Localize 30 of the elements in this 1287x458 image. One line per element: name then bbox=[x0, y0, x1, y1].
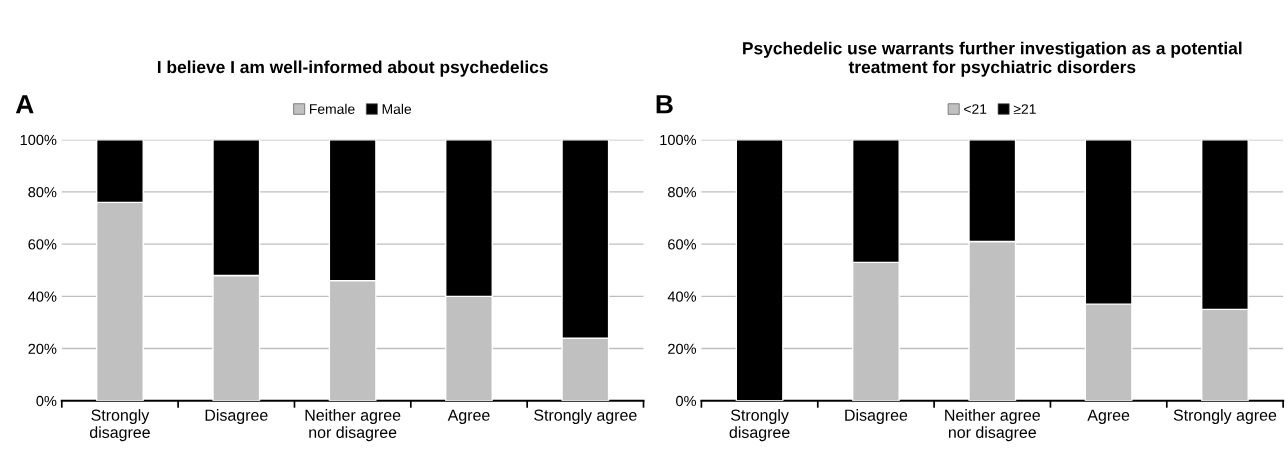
x-tick-label: Agree bbox=[447, 409, 490, 424]
y-tick-label: 80% bbox=[28, 187, 57, 198]
x-tick-label: Strongly disagree bbox=[89, 409, 150, 442]
x-tick-label: Disagree bbox=[845, 409, 908, 424]
y-tick-label: 40% bbox=[28, 291, 57, 302]
legend-label: Female bbox=[310, 103, 355, 114]
text: B bbox=[656, 95, 673, 114]
x-tick-label: Disagree bbox=[205, 409, 268, 424]
y-tick-label: 20% bbox=[28, 343, 57, 354]
y-tick-label: 100% bbox=[660, 134, 697, 146]
x-tick-label: Strongly agree bbox=[1173, 409, 1277, 424]
y-tick-label: 80% bbox=[668, 187, 697, 198]
chart-title: Psychedelic use warrants further investigation as a potential treatment for psychiatric disorders bbox=[743, 41, 1242, 77]
y-tick-label: 60% bbox=[668, 239, 697, 250]
x-tick-label: Neither agree nor disagree bbox=[945, 409, 1040, 442]
y-tick-label: 60% bbox=[28, 239, 57, 250]
x-tick-label: Strongly disagree bbox=[729, 409, 790, 442]
x-tick-label: Neither agree nor disagree bbox=[305, 409, 401, 442]
y-tick-label: 20% bbox=[668, 343, 697, 354]
y-tick-label: 0% bbox=[36, 395, 57, 407]
y-tick-label: 0% bbox=[676, 395, 697, 407]
y-tick-label: 40% bbox=[667, 291, 697, 302]
legend-label: <21 bbox=[964, 104, 987, 114]
x-tick-label: Strongly agree bbox=[534, 409, 637, 424]
text: A bbox=[15, 95, 34, 114]
x-tick-label: Agree bbox=[1087, 409, 1130, 424]
chart-title: I believe I am well-informed about psychedelics bbox=[157, 60, 548, 77]
legend-label: ≥21 bbox=[1013, 104, 1036, 114]
legend-label: Male bbox=[382, 103, 412, 114]
y-tick-label: 100% bbox=[20, 134, 57, 146]
